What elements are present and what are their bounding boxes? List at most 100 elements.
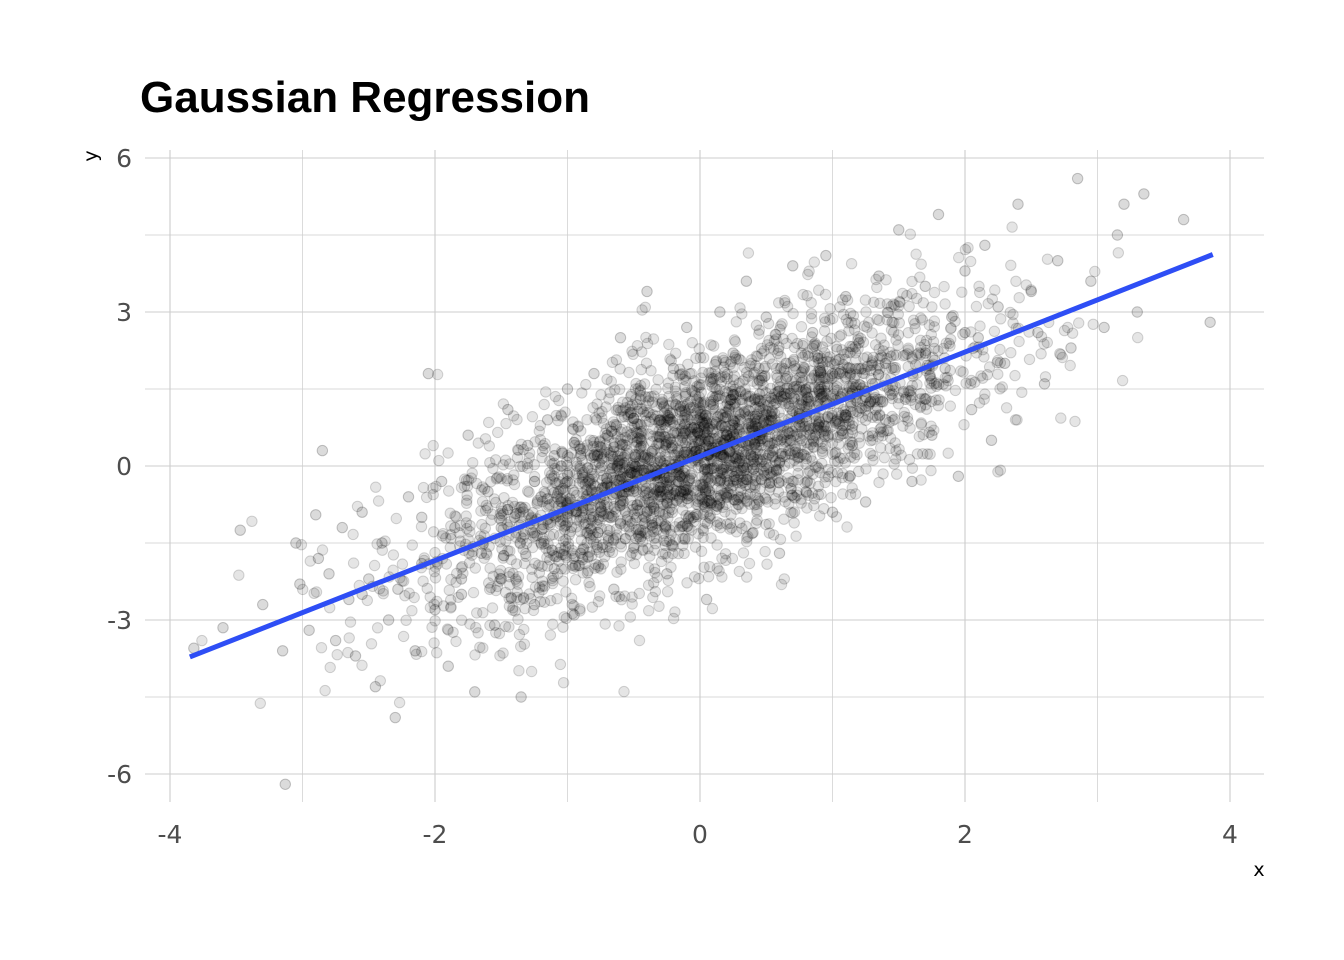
data-point <box>370 481 382 493</box>
data-point <box>1007 308 1019 321</box>
data-point <box>994 383 1006 395</box>
data-point <box>591 398 603 410</box>
data-point <box>699 458 711 471</box>
data-point <box>749 393 761 406</box>
data-point <box>526 411 539 423</box>
data-point <box>720 491 733 503</box>
data-point <box>894 296 906 308</box>
data-point <box>544 466 556 479</box>
data-point <box>710 390 722 403</box>
data-point <box>925 395 938 408</box>
data-point <box>714 476 726 488</box>
data-point <box>778 384 791 396</box>
data-point <box>959 265 971 277</box>
data-point <box>711 516 723 528</box>
data-point <box>475 484 487 496</box>
data-point <box>700 593 713 606</box>
data-point <box>733 377 745 389</box>
data-point <box>526 571 538 583</box>
data-point <box>497 398 510 410</box>
data-point <box>715 371 728 383</box>
data-point <box>728 334 741 346</box>
data-point <box>705 339 717 351</box>
data-point <box>859 294 872 306</box>
data-point <box>642 391 655 403</box>
data-point <box>974 320 986 332</box>
data-point <box>756 369 768 382</box>
data-point <box>557 677 570 689</box>
data-point <box>714 522 727 534</box>
data-point <box>738 405 751 418</box>
data-point <box>629 466 641 478</box>
data-point <box>709 358 721 371</box>
data-point <box>647 526 659 538</box>
data-point <box>832 418 844 430</box>
data-point <box>878 452 891 464</box>
data-point <box>646 517 658 529</box>
data-point <box>566 607 579 620</box>
data-point <box>845 405 857 418</box>
data-point <box>715 408 727 420</box>
data-point <box>557 621 569 633</box>
data-point <box>676 368 688 380</box>
data-point <box>702 422 714 434</box>
data-point <box>1087 318 1099 330</box>
data-point <box>632 505 644 517</box>
data-point <box>911 448 924 460</box>
data-point <box>728 470 740 483</box>
data-point <box>1055 348 1067 361</box>
data-point <box>769 455 782 467</box>
data-point <box>846 439 859 452</box>
data-point <box>734 394 746 406</box>
data-point <box>859 363 871 376</box>
data-point <box>873 410 886 422</box>
data-point <box>926 375 938 387</box>
data-point <box>909 322 921 335</box>
data-point <box>577 471 590 483</box>
data-point <box>652 374 664 386</box>
data-point <box>932 345 944 357</box>
data-point <box>522 439 534 452</box>
data-point <box>789 446 801 458</box>
data-point <box>746 421 758 433</box>
data-point <box>584 449 597 462</box>
data-point <box>634 418 646 431</box>
data-point <box>1177 213 1190 226</box>
data-point <box>548 450 560 462</box>
data-point <box>483 416 495 429</box>
data-point <box>1118 198 1130 210</box>
data-point <box>479 504 492 517</box>
data-point <box>351 500 364 513</box>
data-point <box>705 372 717 384</box>
data-point <box>569 439 581 451</box>
data-point <box>1005 347 1017 359</box>
data-point <box>825 390 837 402</box>
data-point <box>688 516 700 528</box>
data-point <box>887 385 900 397</box>
data-point <box>1010 275 1022 287</box>
data-point <box>720 429 733 441</box>
data-point <box>661 474 673 486</box>
data-point <box>884 346 896 358</box>
data-point <box>1089 265 1101 278</box>
data-point <box>939 362 951 375</box>
data-point <box>710 370 722 382</box>
data-point <box>736 522 748 535</box>
data-point <box>828 370 841 382</box>
data-point <box>869 339 882 351</box>
data-point <box>575 425 587 437</box>
data-point <box>344 616 357 628</box>
data-point <box>233 569 245 581</box>
data-point <box>827 388 840 400</box>
data-point <box>729 349 742 361</box>
data-point <box>595 389 607 401</box>
data-point <box>660 520 672 532</box>
data-point <box>442 624 454 636</box>
data-point <box>554 529 566 542</box>
data-point <box>569 550 581 562</box>
data-point <box>1035 348 1047 360</box>
data-point <box>658 418 670 431</box>
data-point <box>573 472 585 484</box>
data-point <box>725 459 737 472</box>
x-tick-label: -2 <box>423 820 448 849</box>
